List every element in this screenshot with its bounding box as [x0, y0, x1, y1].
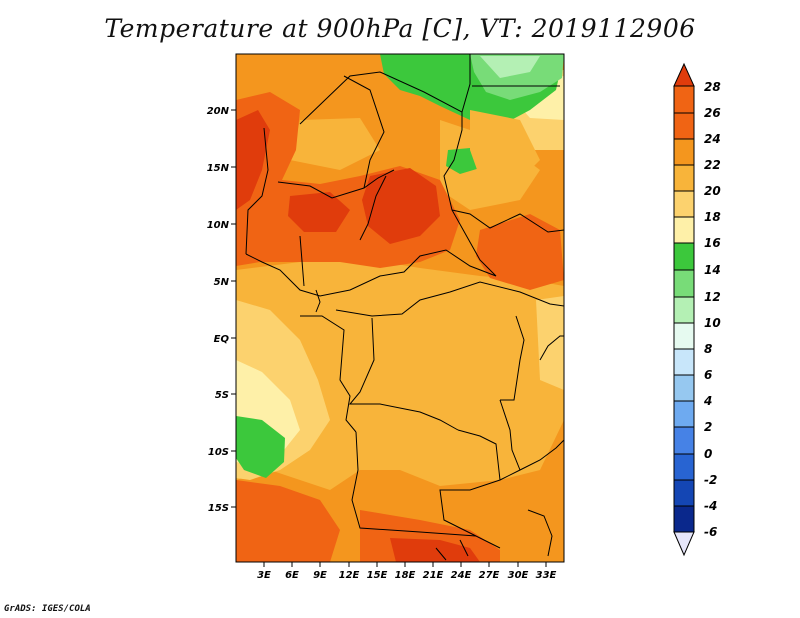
lon-label: 6E	[285, 570, 299, 581]
axis-ticks	[231, 109, 547, 567]
lon-label: 3E	[257, 570, 271, 581]
colorbar-label: -4	[704, 499, 717, 513]
lat-label: 10N	[207, 220, 230, 231]
colorbar-swatch	[673, 374, 695, 402]
colorbar-swatch	[673, 348, 695, 376]
lon-label: 15E	[367, 570, 388, 581]
colorbar-label: 0	[704, 447, 712, 461]
colorbar-swatch	[673, 505, 695, 533]
colorbar-label: 24	[704, 132, 721, 146]
colorbar-label: 26	[704, 106, 721, 120]
colorbar-label: 6	[704, 368, 712, 382]
colorbar-label: 14	[704, 263, 721, 277]
colorbar-label: 10	[704, 316, 721, 330]
lat-label: 15S	[208, 503, 229, 514]
lon-label: 9E	[313, 570, 327, 581]
colorbar-label: 16	[704, 236, 721, 250]
colorbar-label: 4	[703, 394, 712, 408]
colorbar-swatch	[673, 453, 695, 481]
colorbar-swatch	[673, 322, 695, 350]
colorbar-swatch	[673, 85, 695, 114]
lat-label: 20N	[207, 106, 230, 117]
country-borders	[245, 54, 564, 561]
colorbar-swatch	[673, 426, 695, 455]
colorbar-label: 8	[704, 342, 712, 356]
colorbar-swatch	[673, 164, 695, 192]
temperature-field	[236, 54, 564, 562]
map-frame	[235, 53, 565, 563]
colorbar-label: -2	[704, 473, 717, 487]
colorbar-swatch	[673, 242, 695, 271]
colorbar-label: 2	[704, 420, 712, 434]
colorbar-swatch	[673, 190, 695, 218]
lon-label: 18E	[395, 570, 416, 581]
colorbar-swatch	[673, 216, 695, 244]
latitude-labels: 20N 15N 10N 5N EQ 5S 10S 15S	[207, 106, 230, 514]
lat-label: 15N	[207, 163, 230, 174]
lon-label: 30E	[508, 570, 529, 581]
lat-label: 5N	[214, 277, 230, 288]
colorbar-label: 18	[704, 210, 721, 224]
colorbar-label: 12	[704, 290, 721, 304]
colorbar	[673, 62, 695, 557]
lon-label: 24E	[451, 570, 472, 581]
lat-label: 5S	[215, 390, 229, 401]
colorbar-bottom-triangle	[673, 531, 695, 557]
colorbar-label: 20	[704, 184, 721, 198]
colorbar-label: -6	[704, 525, 717, 539]
colorbar-label: 22	[704, 158, 721, 172]
colorbar-swatch	[673, 269, 695, 298]
lon-label: 12E	[339, 570, 360, 581]
colorbar-swatch	[673, 479, 695, 507]
lat-label: EQ	[214, 334, 230, 345]
colorbar-swatch	[673, 138, 695, 166]
colorbar-swatch	[673, 400, 695, 428]
colorbar-swatch	[673, 112, 695, 140]
lon-label: 33E	[536, 570, 557, 581]
lon-label: 21E	[423, 570, 444, 581]
lat-label: 10S	[208, 447, 229, 458]
colorbar-swatch	[673, 296, 695, 324]
colorbar-label: 28	[704, 80, 721, 94]
longitude-labels: 3E 6E 9E 12E 15E 18E 21E 24E 27E 30E 33E	[257, 570, 556, 581]
map-title: Temperature at 900hPa [C], VT: 201911290…	[104, 14, 696, 43]
colorbar-top-triangle	[673, 62, 695, 87]
credit-text: GrADS: IGES/COLA	[4, 604, 91, 614]
colorbar-labels: 28 26 24 22 20 18 16 14 12 10 8 6 4 2 0 …	[703, 80, 721, 539]
lon-label: 27E	[479, 570, 500, 581]
